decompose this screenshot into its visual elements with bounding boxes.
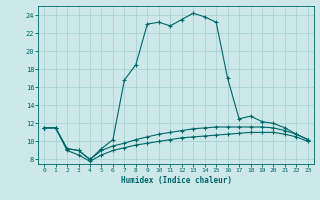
X-axis label: Humidex (Indice chaleur): Humidex (Indice chaleur) xyxy=(121,176,231,185)
